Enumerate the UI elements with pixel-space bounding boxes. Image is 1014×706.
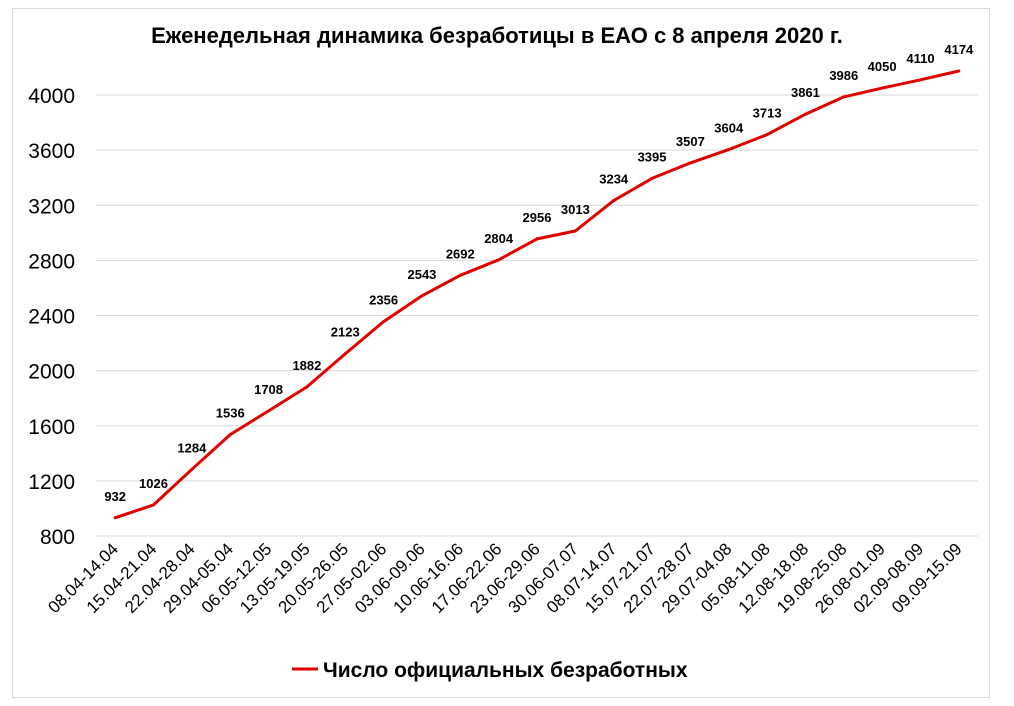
data-point bbox=[650, 176, 654, 180]
data-label: 932 bbox=[104, 489, 126, 504]
y-tick-label: 4000 bbox=[28, 85, 75, 108]
data-label: 2356 bbox=[369, 293, 398, 308]
y-tick-label: 1600 bbox=[28, 416, 75, 439]
data-label: 3713 bbox=[753, 106, 782, 121]
data-label: 2956 bbox=[523, 210, 552, 225]
data-point bbox=[305, 385, 309, 389]
data-label: 2123 bbox=[331, 325, 360, 340]
data-label: 2804 bbox=[484, 231, 514, 246]
data-point bbox=[612, 199, 616, 203]
y-tick-label: 2000 bbox=[28, 361, 75, 384]
data-label: 1284 bbox=[177, 440, 207, 455]
data-label: 3604 bbox=[714, 121, 744, 136]
x-axis: 08.04-14.0415.04-21.0422.04-28.0429.04-0… bbox=[44, 539, 965, 617]
y-tick-label: 800 bbox=[40, 526, 75, 549]
y-tick-label: 2800 bbox=[28, 250, 75, 273]
chart-frame bbox=[12, 8, 990, 698]
y-axis: 800 1200 1600 2000 2400 2800 3200 3600 4000 bbox=[28, 85, 75, 549]
data-point bbox=[842, 95, 846, 99]
data-labels: 932 1026 1284 1536 1708 1882 2123 2356 2543 2692 2… bbox=[104, 42, 974, 504]
data-point bbox=[382, 320, 386, 324]
data-label: 4174 bbox=[944, 42, 974, 57]
data-label: 3234 bbox=[599, 172, 629, 187]
data-label: 2543 bbox=[407, 267, 436, 282]
data-label: 1708 bbox=[254, 382, 283, 397]
data-point bbox=[420, 294, 424, 298]
y-tick-label: 2400 bbox=[28, 306, 75, 329]
data-point bbox=[267, 409, 271, 413]
data-point bbox=[535, 237, 539, 241]
data-label: 1026 bbox=[139, 476, 168, 491]
data-point bbox=[497, 258, 501, 262]
data-point bbox=[113, 516, 117, 520]
data-label: 4050 bbox=[868, 59, 897, 74]
data-label: 2692 bbox=[446, 246, 475, 261]
data-point bbox=[880, 86, 884, 90]
y-tick-label: 3200 bbox=[28, 195, 75, 218]
data-label: 3013 bbox=[561, 202, 590, 217]
data-point bbox=[727, 148, 731, 152]
data-point bbox=[228, 433, 232, 437]
legend: Число официальных безработных bbox=[292, 659, 688, 682]
data-label: 3861 bbox=[791, 85, 820, 100]
data-point bbox=[152, 503, 156, 507]
data-point bbox=[918, 78, 922, 82]
data-point bbox=[573, 229, 577, 233]
legend-label: Число официальных безработных bbox=[323, 659, 688, 682]
data-label: 3507 bbox=[676, 134, 705, 149]
chart-title: Еженедельная динамика безработицы в ЕАО … bbox=[151, 23, 843, 48]
series-layer bbox=[113, 69, 961, 520]
y-tick-label: 1200 bbox=[28, 471, 75, 494]
data-point bbox=[458, 273, 462, 277]
series-line bbox=[114, 69, 960, 520]
y-tick-label: 3600 bbox=[28, 140, 75, 163]
data-point bbox=[765, 133, 769, 137]
data-label: 3395 bbox=[638, 149, 667, 164]
data-label: 1882 bbox=[292, 358, 321, 373]
data-label: 3986 bbox=[829, 68, 858, 83]
data-point bbox=[957, 69, 961, 73]
data-label: 1536 bbox=[216, 406, 245, 421]
data-point bbox=[803, 112, 807, 116]
data-point bbox=[190, 467, 194, 471]
data-point bbox=[343, 352, 347, 356]
data-point bbox=[688, 161, 692, 165]
data-label: 4110 bbox=[906, 51, 934, 66]
gridlines bbox=[96, 94, 978, 537]
